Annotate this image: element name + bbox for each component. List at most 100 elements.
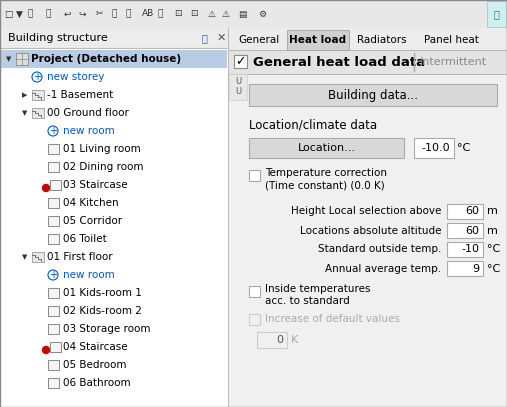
Text: 02 Kids-room 2: 02 Kids-room 2 — [63, 306, 142, 316]
Text: 💾: 💾 — [46, 9, 51, 18]
Bar — [48, 360, 59, 370]
Text: General heat load data: General heat load data — [253, 55, 425, 68]
Text: -10.0: -10.0 — [421, 143, 450, 153]
Text: 📁: 📁 — [28, 9, 33, 18]
Text: 02 Dining room: 02 Dining room — [63, 162, 143, 172]
Text: Project (Detached house): Project (Detached house) — [31, 54, 181, 64]
Bar — [229, 74, 507, 407]
Bar — [32, 252, 44, 262]
Text: 03 Storage room: 03 Storage room — [63, 324, 151, 334]
Bar — [48, 288, 59, 298]
Text: ▼: ▼ — [16, 9, 23, 18]
Bar — [1, 50, 227, 68]
Bar — [414, 138, 454, 158]
Bar — [0, 0, 507, 28]
Bar — [229, 28, 507, 50]
Bar — [50, 342, 61, 352]
Text: 06 Toilet: 06 Toilet — [63, 234, 107, 244]
Text: 60: 60 — [465, 206, 479, 217]
Text: new room: new room — [63, 270, 115, 280]
Bar — [249, 314, 260, 325]
Text: Temperature correction: Temperature correction — [265, 168, 387, 178]
Text: 📌: 📌 — [202, 33, 208, 43]
Text: Panel heat: Panel heat — [423, 35, 479, 45]
Circle shape — [43, 346, 50, 354]
Text: ⧉: ⧉ — [126, 9, 131, 18]
Bar — [48, 144, 59, 154]
Text: new room: new room — [63, 126, 115, 136]
Text: U: U — [235, 88, 241, 96]
Text: Location/climate data: Location/climate data — [249, 118, 377, 131]
Text: Radiators: Radiators — [357, 35, 407, 45]
Bar — [249, 84, 497, 106]
Text: 06 Bathroom: 06 Bathroom — [63, 378, 131, 388]
Bar — [233, 30, 285, 50]
Text: acc. to standard: acc. to standard — [265, 296, 350, 306]
Text: 05 Corridor: 05 Corridor — [63, 216, 122, 226]
Bar — [48, 162, 59, 172]
Text: 🔍: 🔍 — [493, 9, 499, 19]
Text: 05 Bedroom: 05 Bedroom — [63, 360, 127, 370]
Text: (Time constant) (0.0 K): (Time constant) (0.0 K) — [265, 180, 385, 190]
Text: ⚙: ⚙ — [258, 9, 266, 18]
Text: Location...: Location... — [298, 143, 355, 153]
Text: Building data...: Building data... — [328, 88, 418, 101]
Text: U: U — [235, 77, 241, 87]
Text: ▼: ▼ — [6, 56, 11, 62]
Text: Intermittent: Intermittent — [420, 57, 487, 67]
Bar — [249, 138, 404, 158]
Text: +: + — [33, 72, 41, 82]
Text: -1 Basement: -1 Basement — [47, 90, 113, 100]
Bar — [48, 306, 59, 316]
Bar — [249, 286, 260, 297]
Text: ✕: ✕ — [217, 33, 226, 43]
Text: m: m — [487, 225, 498, 236]
Bar — [287, 30, 349, 50]
Text: 🖨: 🖨 — [158, 9, 163, 18]
Text: General: General — [238, 35, 280, 45]
Bar — [257, 332, 287, 348]
Text: -10: -10 — [461, 245, 479, 254]
Bar — [48, 234, 59, 244]
Text: □: □ — [4, 9, 13, 18]
Text: Standard outside temp.: Standard outside temp. — [317, 245, 441, 254]
Text: Increase of default values: Increase of default values — [265, 315, 400, 324]
Bar — [447, 261, 483, 276]
Bar — [415, 30, 487, 50]
Text: 0: 0 — [276, 335, 283, 345]
Bar — [48, 198, 59, 208]
Text: Annual average temp.: Annual average temp. — [325, 263, 441, 274]
Text: Inside temperatures: Inside temperatures — [265, 284, 371, 294]
Text: ▤: ▤ — [238, 9, 246, 18]
Text: 03 Staircase: 03 Staircase — [63, 180, 128, 190]
Text: ▼: ▼ — [22, 110, 27, 116]
Text: ✂: ✂ — [96, 9, 103, 18]
Text: 60: 60 — [465, 225, 479, 236]
Text: Height Local selection above: Height Local selection above — [291, 206, 441, 217]
Text: °C: °C — [487, 263, 500, 274]
Bar — [487, 1, 506, 27]
Text: 04 Staircase: 04 Staircase — [63, 342, 128, 352]
Bar — [50, 180, 61, 190]
Text: new storey: new storey — [47, 72, 104, 82]
Bar — [229, 50, 507, 74]
Bar — [447, 242, 483, 257]
Text: +: + — [49, 270, 57, 280]
Text: Heat load: Heat load — [289, 35, 347, 45]
Text: 9: 9 — [472, 263, 479, 274]
Bar — [48, 216, 59, 226]
Bar — [351, 30, 413, 50]
Text: AB: AB — [142, 9, 154, 18]
Text: °C: °C — [487, 245, 500, 254]
Text: ⚠: ⚠ — [208, 9, 216, 18]
Bar — [447, 204, 483, 219]
Bar — [0, 48, 228, 407]
Bar — [249, 170, 260, 181]
Text: ⊡: ⊡ — [190, 9, 198, 18]
Bar — [447, 223, 483, 238]
Text: °C: °C — [457, 143, 470, 153]
Bar — [48, 324, 59, 334]
Text: K: K — [291, 335, 298, 345]
Bar — [0, 28, 228, 48]
Text: ✓: ✓ — [235, 55, 246, 68]
